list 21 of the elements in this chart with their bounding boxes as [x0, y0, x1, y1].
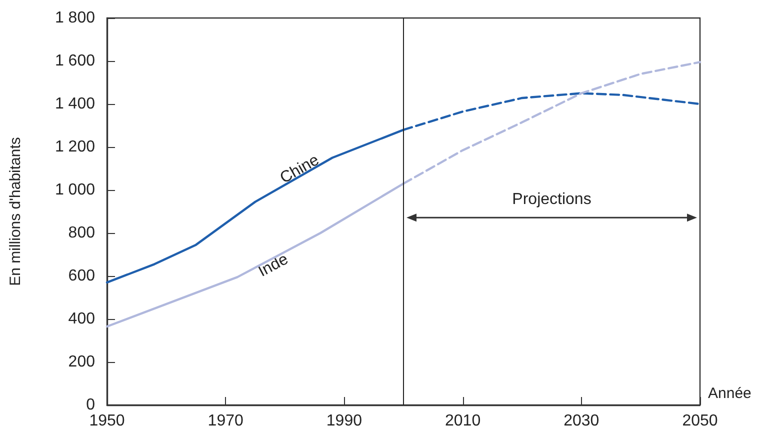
y-axis-title: En millions d'habitants	[7, 137, 24, 286]
x-tick-label: 1950	[89, 412, 125, 430]
y-tick-label: 1 400	[54, 96, 96, 112]
x-axis-title: Année	[708, 385, 752, 402]
x-tick-label: 2050	[682, 412, 718, 430]
x-tick-label: 2010	[445, 412, 481, 430]
y-tick-label: 200	[68, 354, 96, 370]
y-tick-label: 1 600	[54, 52, 96, 70]
y-tick-label: 1 800	[54, 10, 96, 26]
x-tick-label: 1990	[326, 412, 362, 430]
x-tick-label: 2030	[564, 412, 600, 430]
x-tick-label: 1970	[208, 412, 244, 430]
y-tick-label: 0	[86, 396, 96, 414]
annotation: Projections	[512, 191, 592, 208]
text: Inde	[256, 250, 292, 280]
y-tick-label: 800	[68, 224, 96, 242]
y-tick-label: 600	[68, 268, 96, 284]
text: Chine	[277, 152, 322, 188]
y-tick-label: 400	[68, 310, 96, 328]
y-tick-label: 1 200	[54, 138, 96, 156]
y-tick-label: 1 000	[54, 182, 96, 198]
